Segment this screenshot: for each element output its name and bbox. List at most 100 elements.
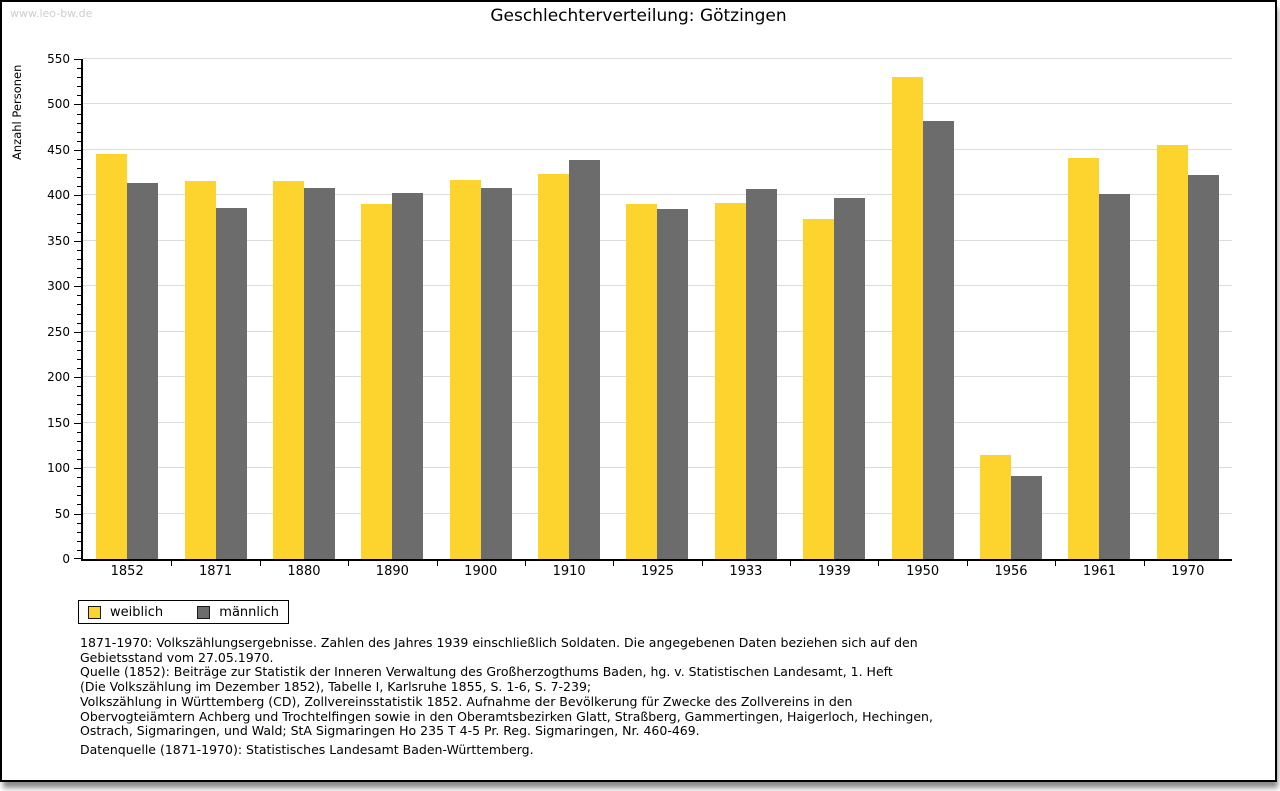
weiblich-bar-1939 — [803, 219, 835, 559]
bar-group-1956 — [967, 59, 1055, 559]
source-note-line: Volkszählung in Württemberg (CD), Zollve… — [80, 693, 853, 709]
x-boundary-tick — [1143, 561, 1145, 566]
y-minor-tick — [77, 359, 81, 360]
y-tick-label: 500 — [47, 97, 70, 112]
bar-group-1880 — [260, 59, 348, 559]
y-tick-label: 300 — [47, 279, 70, 294]
leo-bw-watermark: www.leo-bw.de — [10, 7, 93, 20]
x-boundary-tick — [436, 561, 438, 566]
y-minor-tick — [77, 386, 81, 388]
y-major-tick — [74, 240, 81, 242]
weiblich-bar-1933 — [714, 202, 746, 559]
y-minor-tick — [77, 140, 81, 142]
bar-group-1933 — [702, 59, 790, 559]
weiblich-bar-1871 — [184, 180, 216, 559]
legend-item-männlich: männlich — [197, 605, 279, 620]
y-major-tick — [74, 558, 81, 559]
source-note-line: (Die Volkszählung im Dezember 1852), Tab… — [80, 679, 592, 695]
weiblich-bar-1910 — [538, 174, 570, 559]
y-minor-tick — [77, 77, 81, 79]
source-note-line: Gebietsstand vom 27.05.1970. — [80, 649, 274, 665]
y-minor-tick — [77, 277, 81, 279]
y-minor-tick — [77, 459, 81, 460]
x-boundary-tick — [790, 561, 792, 566]
y-tick-label: 100 — [47, 461, 70, 476]
männlich-bar-1956 — [1011, 476, 1043, 559]
y-minor-tick — [77, 159, 81, 160]
x-boundary-tick — [878, 561, 880, 566]
y-minor-tick — [77, 531, 81, 533]
y-minor-tick — [77, 204, 81, 206]
männlich-bar-1970 — [1187, 175, 1219, 559]
y-tick-label: 250 — [47, 324, 70, 339]
weiblich-bar-1852 — [96, 153, 128, 559]
männlich-bar-1852 — [127, 182, 159, 559]
bar-group-1890 — [348, 59, 436, 559]
weiblich-bar-1925 — [626, 203, 658, 559]
y-minor-tick — [77, 313, 81, 315]
gridline — [83, 148, 1232, 150]
x-axis-tick-labels: 1852 1871 1880 1890 1900 1910 1925 1933 1939 1950… — [83, 564, 1232, 582]
weiblich-bar-1970 — [1156, 145, 1188, 559]
y-minor-tick — [77, 95, 81, 97]
y-major-tick — [74, 195, 81, 197]
bar-group-1910 — [525, 59, 613, 559]
y-major-tick — [74, 149, 81, 151]
x-boundary-tick — [171, 561, 173, 566]
y-major-tick — [74, 59, 81, 60]
männlich-bar-1871 — [215, 208, 247, 559]
legend-item-weiblich: weiblich — [88, 605, 163, 620]
männlich-bar-1925 — [657, 209, 689, 559]
y-minor-tick — [77, 68, 81, 70]
x-tick-label: 1890 — [375, 564, 409, 579]
männlich-bar-1880 — [303, 188, 335, 559]
y-tick-label: 550 — [47, 52, 70, 66]
y-minor-tick — [77, 349, 81, 351]
y-minor-tick — [77, 431, 81, 433]
bar-group-1871 — [171, 59, 259, 559]
x-boundary-tick — [259, 561, 261, 566]
weiblich-bar-1956 — [980, 455, 1012, 559]
y-minor-tick — [77, 522, 81, 524]
x-boundary-tick — [1055, 561, 1057, 566]
x-tick-label: 1925 — [640, 564, 675, 579]
y-minor-tick — [77, 168, 81, 170]
y-major-tick — [74, 104, 81, 106]
bar-group-1970 — [1144, 59, 1232, 559]
x-tick-label: 1961 — [1082, 564, 1116, 579]
chart-title: Geschlechterverteilung: Götzingen — [490, 6, 787, 26]
y-minor-tick — [77, 249, 81, 251]
legend-label: weiblich — [110, 604, 164, 620]
y-minor-tick — [77, 86, 81, 88]
bar-group-1900 — [437, 59, 525, 559]
weiblich-bar-1880 — [272, 180, 304, 559]
männlich-bar-1900 — [480, 188, 512, 559]
y-minor-tick — [77, 540, 81, 542]
y-minor-tick — [77, 259, 81, 260]
y-minor-tick — [77, 477, 81, 479]
x-tick-label: 1970 — [1171, 564, 1205, 579]
y-minor-tick — [77, 231, 81, 233]
x-tick-label: 1852 — [110, 564, 144, 579]
bar-group-1961 — [1055, 59, 1143, 559]
legend-swatch-icon — [197, 605, 211, 619]
x-tick-label: 1956 — [994, 564, 1028, 579]
y-major-tick — [74, 513, 81, 515]
legend: weiblich männlich — [78, 600, 289, 624]
bar-group-1925 — [613, 59, 701, 559]
gridline — [83, 103, 1232, 105]
plot-area — [74, 58, 1232, 566]
y-minor-tick — [77, 413, 81, 415]
source-note-line: 1871-1970: Volkszählungsergebnisse. Zahl… — [80, 635, 918, 650]
y-major-tick — [74, 286, 81, 288]
x-tick-label: 1939 — [817, 564, 851, 579]
y-minor-tick — [77, 122, 81, 124]
weiblich-bar-1900 — [449, 179, 481, 559]
x-tick-label: 1950 — [906, 564, 940, 579]
source-note-line: Obervogteiämtern Achberg und Trochtelfin… — [80, 708, 933, 724]
y-major-tick — [74, 468, 81, 470]
x-axis-line — [81, 559, 1232, 561]
x-tick-label: 1880 — [287, 564, 321, 579]
y-minor-tick — [77, 549, 81, 551]
y-minor-tick — [77, 486, 81, 488]
